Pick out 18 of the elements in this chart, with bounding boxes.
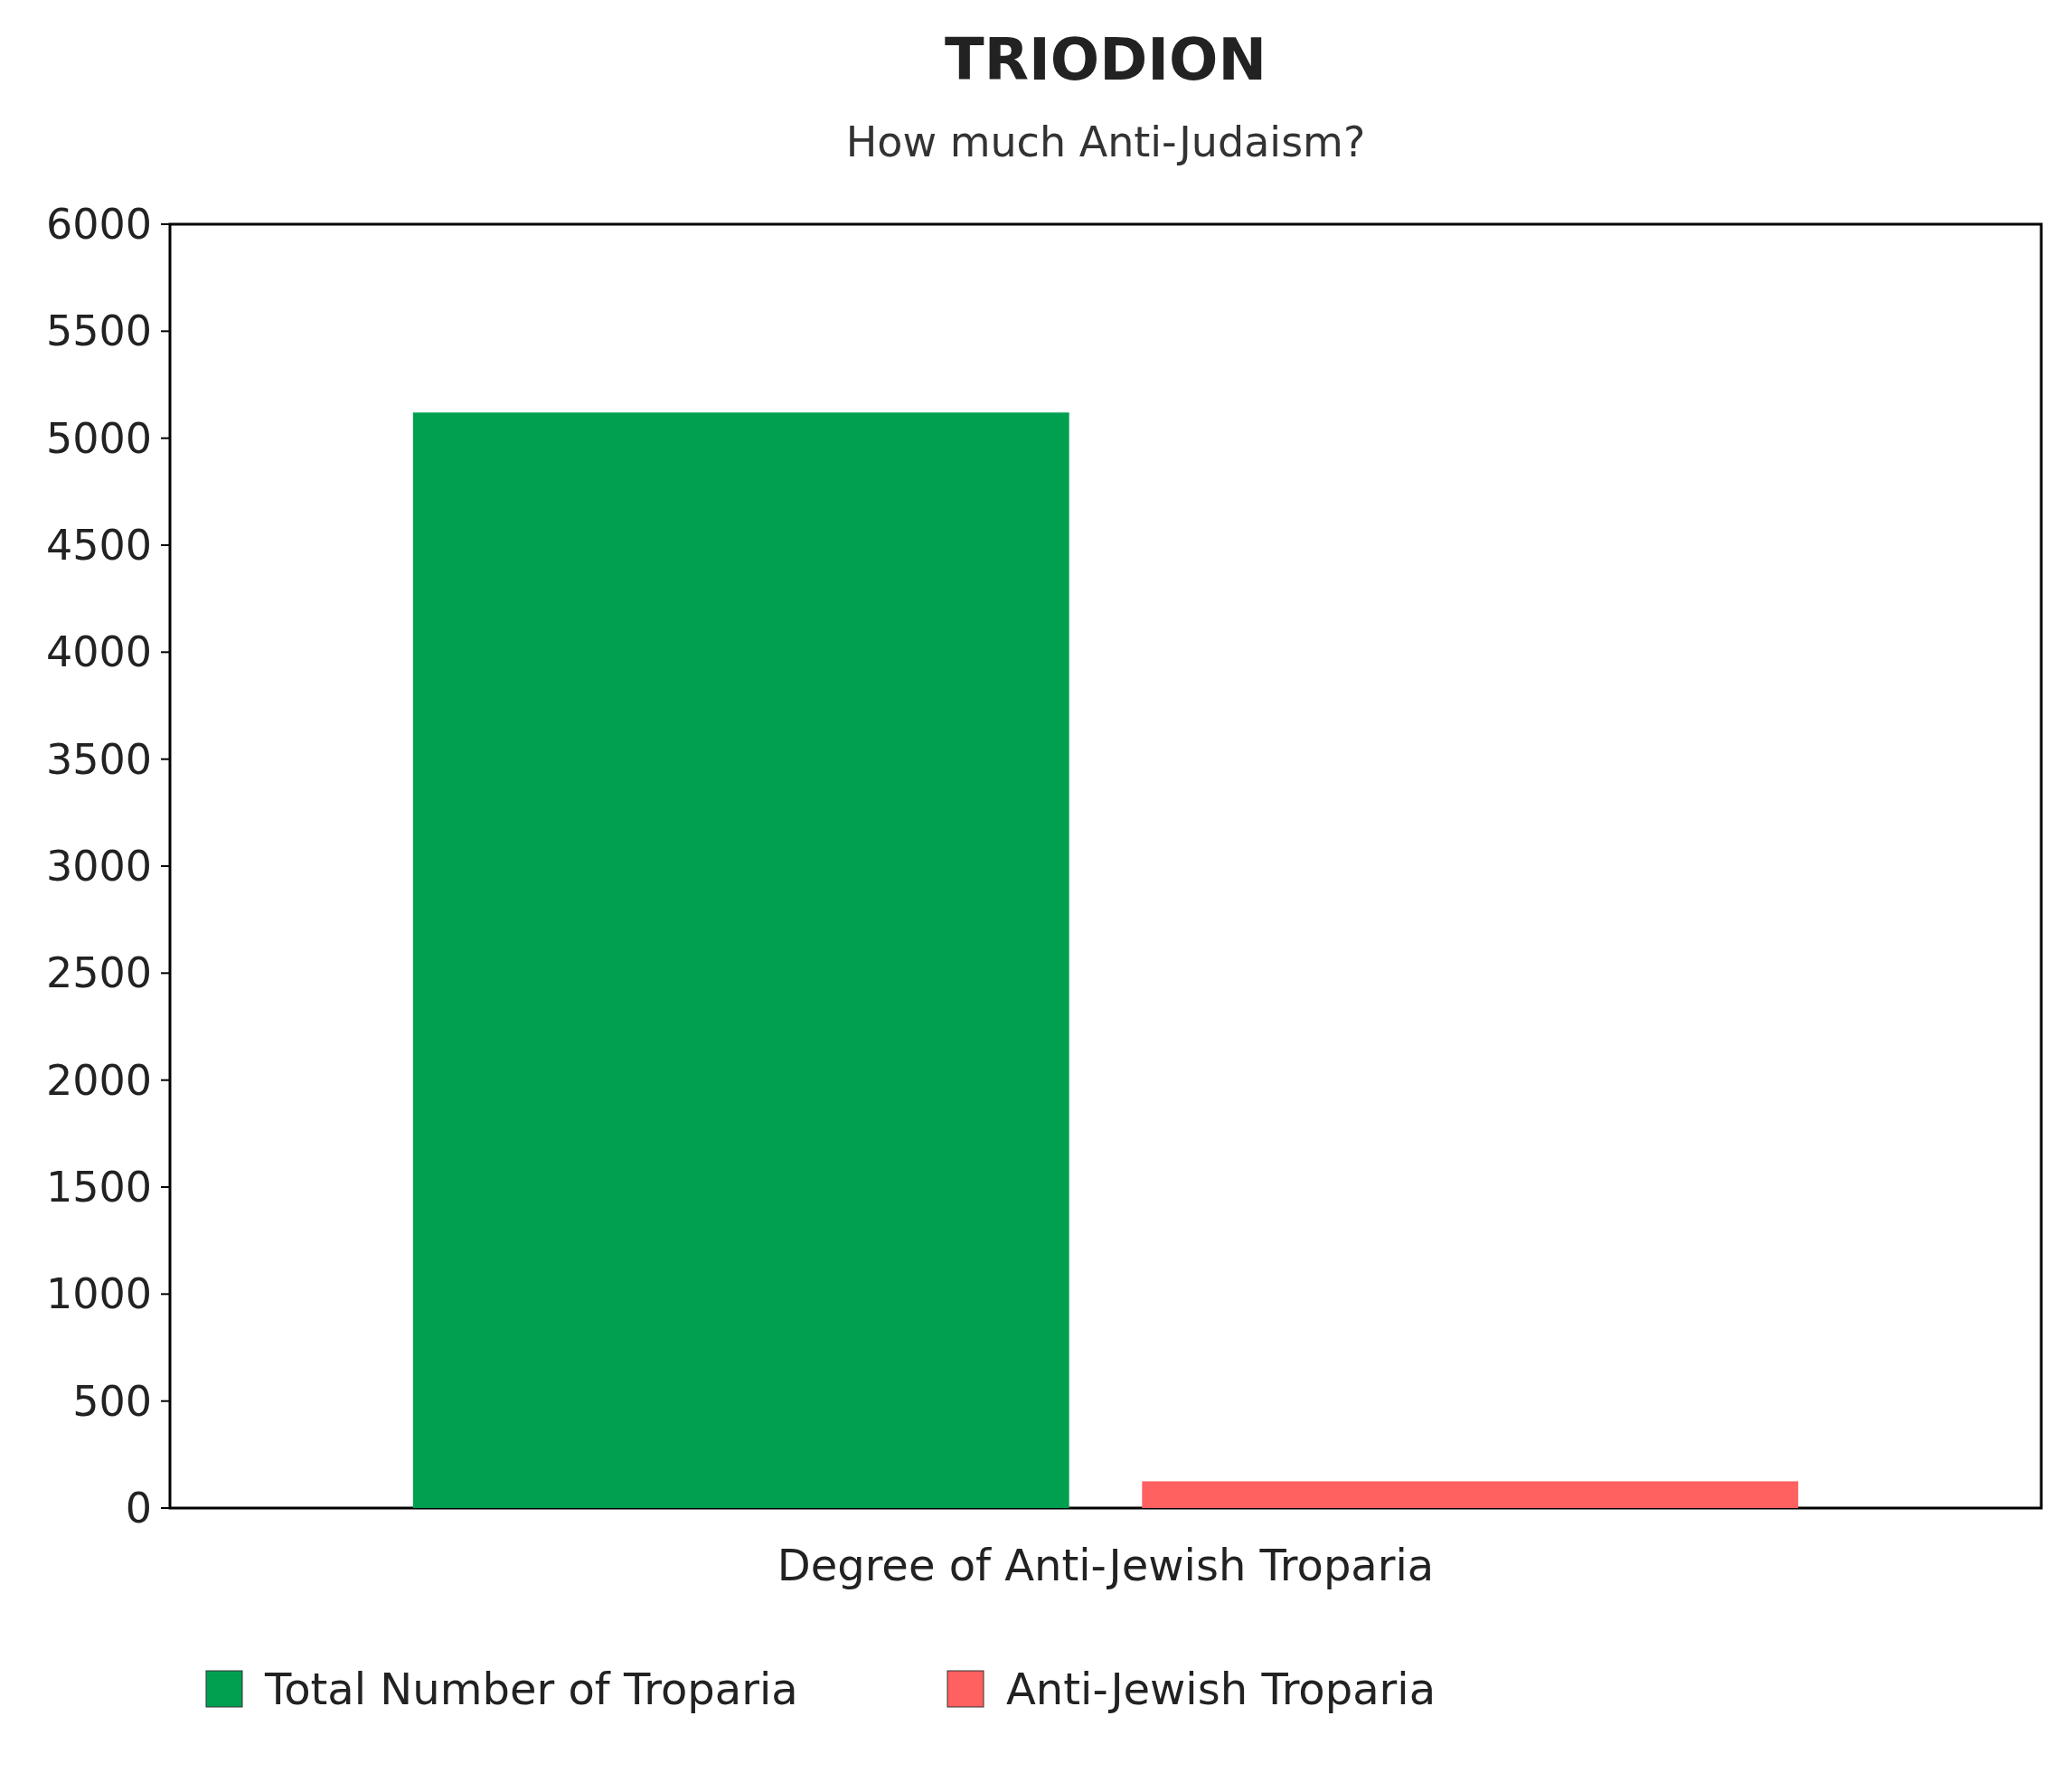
y-tick-label: 500	[72, 1376, 152, 1426]
chart-subtitle: How much Anti-Judaism?	[845, 118, 1366, 166]
legend-label: Total Number of Troparia	[264, 1663, 798, 1714]
x-axis-title: Degree of Anti-Jewish Troparia	[777, 1540, 1435, 1590]
y-tick-label: 2000	[45, 1055, 152, 1105]
y-tick-label: 5500	[45, 306, 152, 356]
y-tick-label: 3500	[45, 734, 152, 784]
legend-label: Anti-Jewish Troparia	[1006, 1663, 1436, 1714]
y-tick-label: 3000	[45, 842, 152, 891]
y-tick-label: 1500	[45, 1163, 152, 1212]
y-tick-label: 0	[125, 1484, 152, 1533]
y-tick-label: 1000	[45, 1269, 152, 1319]
y-tick-label: 2500	[45, 948, 152, 998]
y-tick-label: 6000	[45, 200, 152, 250]
y-tick-label: 4500	[45, 521, 152, 570]
chart-title: TRIODION	[944, 26, 1267, 93]
y-tick-label: 5000	[45, 413, 152, 463]
y-tick-label: 4000	[45, 627, 152, 677]
